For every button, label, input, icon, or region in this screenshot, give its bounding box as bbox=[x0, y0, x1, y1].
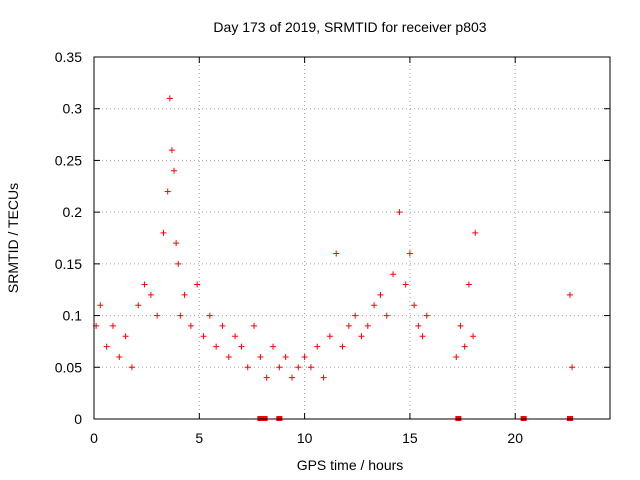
data-point bbox=[251, 322, 258, 329]
data-point bbox=[457, 322, 464, 329]
data-point bbox=[333, 250, 340, 257]
data-point bbox=[415, 322, 422, 329]
y-tick-label: 0.15 bbox=[55, 256, 82, 272]
data-point bbox=[263, 374, 270, 381]
chart-title: Day 173 of 2019, SRMTID for receiver p80… bbox=[213, 19, 486, 35]
x-tick-label: 5 bbox=[195, 430, 203, 446]
data-point bbox=[377, 291, 384, 298]
x-tick-label: 20 bbox=[507, 430, 523, 446]
data-point bbox=[411, 302, 418, 309]
data-point bbox=[206, 312, 213, 319]
data-point bbox=[200, 333, 207, 340]
data-point bbox=[358, 333, 365, 340]
y-tick-label: 0.35 bbox=[55, 49, 82, 65]
data-point bbox=[276, 364, 283, 371]
data-point bbox=[128, 364, 135, 371]
data-point bbox=[219, 322, 226, 329]
data-point bbox=[301, 353, 308, 360]
data-point bbox=[168, 147, 175, 154]
data-point bbox=[270, 343, 277, 350]
data-point bbox=[465, 281, 472, 288]
data-point bbox=[257, 353, 264, 360]
data-point bbox=[213, 343, 220, 350]
data-point bbox=[326, 333, 333, 340]
data-point bbox=[103, 343, 110, 350]
data-point bbox=[396, 209, 403, 216]
data-point bbox=[364, 322, 371, 329]
data-point bbox=[423, 312, 430, 319]
data-point bbox=[314, 343, 321, 350]
data-point bbox=[244, 364, 251, 371]
y-axis-label: SRMTID / TECUs bbox=[5, 183, 21, 293]
data-point bbox=[406, 250, 413, 257]
data-point bbox=[320, 374, 327, 381]
data-point bbox=[352, 312, 359, 319]
y-tick-label: 0.2 bbox=[63, 204, 83, 220]
data-point bbox=[109, 322, 116, 329]
x-tick-labels: 0 5 10 15 20 bbox=[90, 430, 523, 446]
data-point bbox=[122, 333, 129, 340]
y-tick-label: 0.1 bbox=[63, 308, 83, 324]
y-tick-label: 0.05 bbox=[55, 359, 82, 375]
x-tick-label: 10 bbox=[297, 430, 313, 446]
data-point bbox=[164, 188, 171, 195]
data-point bbox=[181, 291, 188, 298]
data-point bbox=[472, 229, 479, 236]
data-point bbox=[307, 364, 314, 371]
data-point bbox=[141, 281, 148, 288]
data-point bbox=[566, 291, 573, 298]
data-point bbox=[166, 95, 173, 102]
data-point bbox=[135, 302, 142, 309]
data-point bbox=[345, 322, 352, 329]
grid-lines bbox=[94, 57, 610, 419]
data-point bbox=[295, 364, 302, 371]
data-point bbox=[160, 229, 167, 236]
data-point bbox=[232, 333, 239, 340]
data-point bbox=[175, 260, 182, 267]
data-point bbox=[383, 312, 390, 319]
data-point bbox=[171, 167, 178, 174]
y-tick-labels: 0 0.05 0.1 0.15 0.2 0.25 0.3 0.35 bbox=[55, 49, 82, 427]
data-points bbox=[93, 95, 576, 381]
data-point bbox=[177, 312, 184, 319]
data-point bbox=[97, 302, 104, 309]
data-point bbox=[282, 353, 289, 360]
data-point bbox=[569, 364, 576, 371]
data-point bbox=[147, 291, 154, 298]
data-point bbox=[371, 302, 378, 309]
data-point bbox=[154, 312, 161, 319]
data-point bbox=[402, 281, 409, 288]
y-tick-label: 0.25 bbox=[55, 152, 82, 168]
data-point bbox=[390, 271, 397, 278]
x-tick-label: 0 bbox=[90, 430, 98, 446]
x-axis-label: GPS time / hours bbox=[297, 457, 404, 473]
data-point bbox=[470, 333, 477, 340]
data-point bbox=[194, 281, 201, 288]
data-point bbox=[461, 343, 468, 350]
y-tick-label: 0 bbox=[74, 411, 82, 427]
data-point bbox=[419, 333, 426, 340]
plot-frame bbox=[93, 56, 611, 420]
data-point bbox=[339, 343, 346, 350]
data-point bbox=[173, 240, 180, 247]
y-tick-label: 0.3 bbox=[63, 101, 83, 117]
data-point bbox=[116, 353, 123, 360]
data-point bbox=[238, 343, 245, 350]
data-point bbox=[187, 322, 194, 329]
axis-ticks bbox=[93, 56, 610, 420]
x-tick-label: 15 bbox=[402, 430, 418, 446]
data-point bbox=[453, 353, 460, 360]
data-point bbox=[288, 374, 295, 381]
data-point bbox=[225, 353, 232, 360]
